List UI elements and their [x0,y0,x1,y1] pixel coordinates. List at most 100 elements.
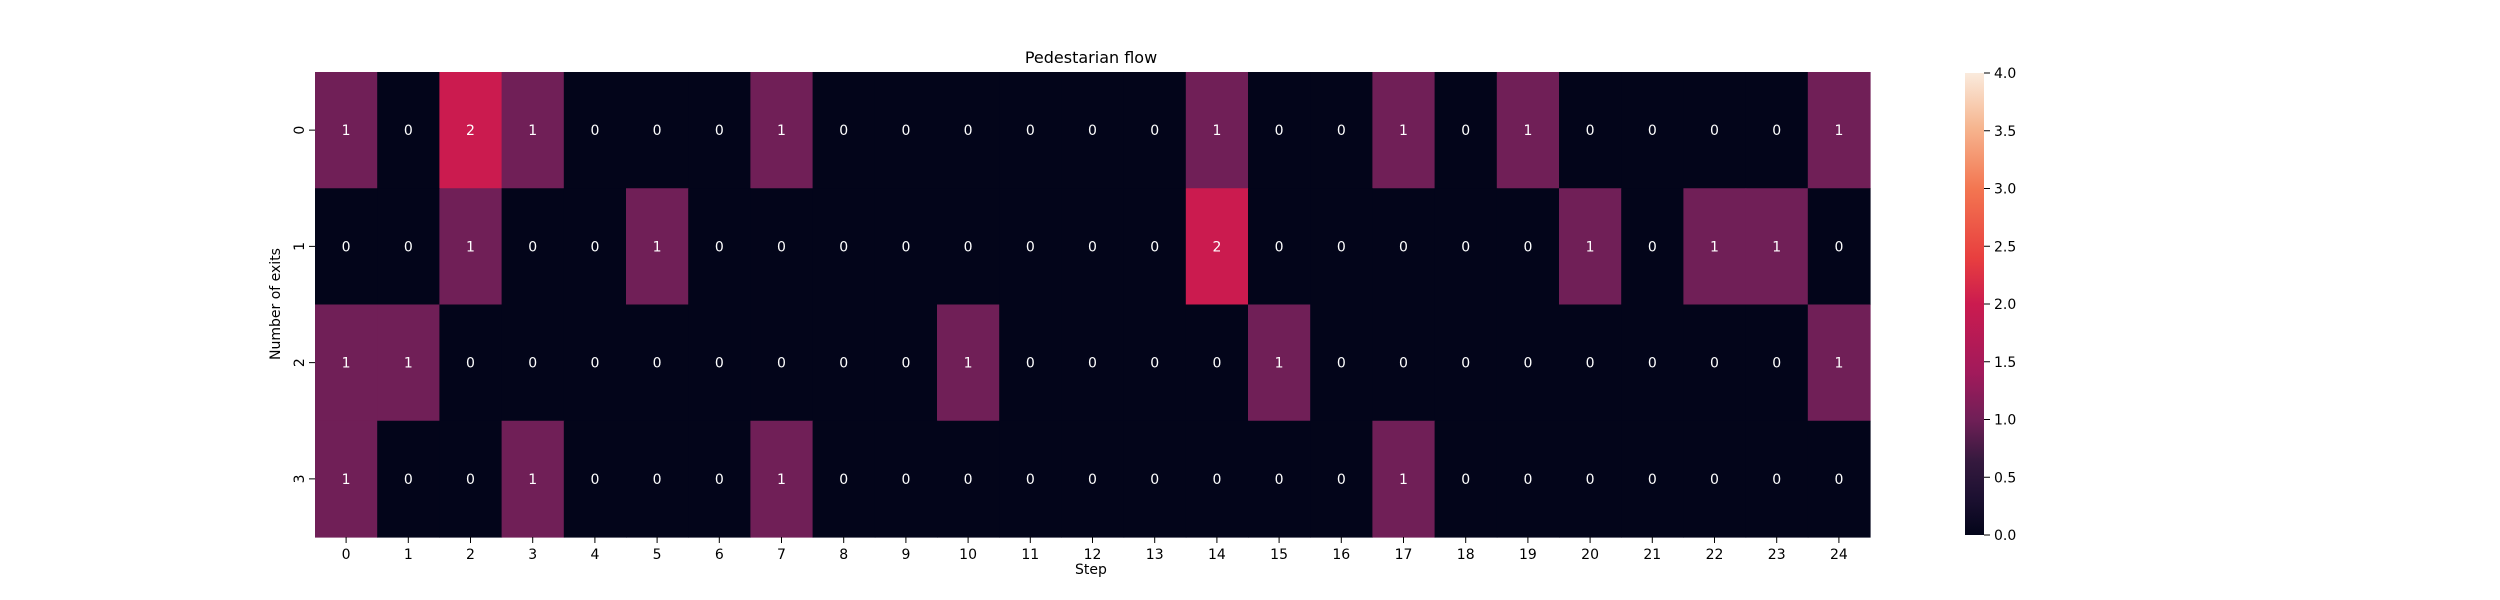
cell-value-label: 0 [1150,356,1159,372]
cell-value-label: 0 [839,472,848,488]
cell-value-label: 0 [653,472,662,488]
cell-value-label: 0 [653,123,662,139]
heatmap-cell [1310,420,1373,538]
cell-value-label: 0 [1586,472,1595,488]
cell-value-label: 1 [653,239,662,255]
heatmap-cell [1310,72,1373,189]
cell-value-label: 0 [1648,356,1657,372]
heatmap-cell [688,304,751,422]
heatmap-cell [1683,72,1747,189]
heatmap-cell [315,72,378,189]
cell-value-label: 0 [777,239,786,255]
heatmap-cell [1185,420,1249,538]
cell-value-label: 0 [964,472,973,488]
heatmap-cell [1621,72,1684,189]
heatmap-cell [999,188,1062,306]
cell-value-label: 0 [1772,472,1781,488]
cell-value-label: 0 [1275,472,1284,488]
heatmap-cell [1248,420,1311,538]
colorbar-tick-label: 2.5 [1994,239,2016,255]
colorbar-tick-label: 1.0 [1994,413,2016,429]
cell-value-label: 0 [1275,123,1284,139]
heatmap-cell [501,188,565,306]
cell-value-label: 0 [1026,472,1035,488]
cell-value-label: 0 [590,356,599,372]
y-axis-ticks: 0 1 2 3 [292,126,315,483]
cell-value-label: 0 [1523,472,1532,488]
cell-value-label: 0 [1834,239,1843,255]
cell-value-label: 0 [1337,356,1346,372]
x-tick-label: 18 [1457,547,1475,563]
x-axis-label: Step [1075,562,1107,578]
cell-value-label: 1 [964,356,973,372]
chart-title: Pedestarian flow [1025,48,1157,67]
cell-value-label: 0 [1648,123,1657,139]
heatmap-cell [1745,72,1809,189]
heatmap-cell [1745,420,1809,538]
heatmap-cell [1807,72,1871,189]
x-tick-label: 14 [1208,547,1226,563]
heatmap-cell [1807,304,1871,422]
cell-value-label: 0 [901,472,910,488]
heatmap-cell [1621,420,1684,538]
cell-value-label: 0 [1088,239,1097,255]
cell-value-label: 0 [1212,472,1221,488]
cell-value-label: 0 [1026,123,1035,139]
cell-value-label: 0 [1088,472,1097,488]
heatmap-cell [1123,420,1187,538]
heatmap-cell [439,72,503,189]
cell-value-label: 1 [1523,123,1532,139]
heatmap-cell [439,304,503,422]
colorbar-tick-label: 3.0 [1994,182,2016,198]
heatmap-cell [1559,304,1622,422]
cell-value-label: 0 [839,123,848,139]
cell-value-label: 0 [1523,356,1532,372]
cell-value-label: 2 [466,123,475,139]
cell-value-label: 0 [715,123,724,139]
colorbar-tick-label: 3.5 [1994,124,2016,140]
heatmap-cell [1434,72,1498,189]
x-tick-label: 6 [715,547,724,563]
y-tick-label: 0 [292,126,308,135]
cell-value-label: 0 [1461,123,1470,139]
cell-value-label: 1 [1212,123,1221,139]
cell-value-label: 0 [839,356,848,372]
heatmap-cell [315,304,378,422]
x-tick-label: 15 [1270,547,1288,563]
heatmap-cell [1745,304,1809,422]
heatmap-cell [626,188,689,306]
heatmap-cell [688,188,751,306]
cell-value-label: 1 [1399,123,1408,139]
heatmap-cell [1061,304,1125,422]
x-tick-label: 10 [959,547,977,563]
heatmap-cell [1496,188,1560,306]
cell-value-label: 0 [466,472,475,488]
heatmap-cell [999,420,1062,538]
heatmap-cell [1621,304,1684,422]
cell-annotations: 1 0 2 1 0 0 0 1 0 0 0 0 0 0 1 0 0 1 0 1 0 0 0 0 1 0 0 1 0 0 1 0 0 0 0 0 0 0 0 2… [342,123,1844,488]
heatmap-cell [377,304,440,422]
heatmap-cell [501,72,565,189]
cell-value-label: 0 [1461,472,1470,488]
heatmap-cell [812,304,876,422]
colorbar-tick-label: 1.5 [1994,355,2016,371]
heatmap-cell [1683,304,1747,422]
heatmap-cell [1372,188,1436,306]
heatmap-cell [1559,72,1622,189]
x-tick-label: 7 [777,547,786,563]
x-tick-label: 11 [1021,547,1039,563]
cell-value-label: 1 [404,356,413,372]
cell-value-label: 0 [777,356,786,372]
cell-value-label: 0 [1523,239,1532,255]
cell-value-label: 0 [1461,239,1470,255]
x-tick-label: 1 [404,547,413,563]
heatmap-cell [315,420,378,538]
heatmap-cell [1310,304,1373,422]
y-tick-label: 2 [292,358,308,367]
heatmap-cell [1061,420,1125,538]
heatmap-cell [1372,304,1436,422]
heatmap-cell [1807,420,1871,538]
heatmap-cell [812,188,876,306]
cell-value-label: 1 [342,472,351,488]
y-tick-label: 3 [292,474,308,483]
